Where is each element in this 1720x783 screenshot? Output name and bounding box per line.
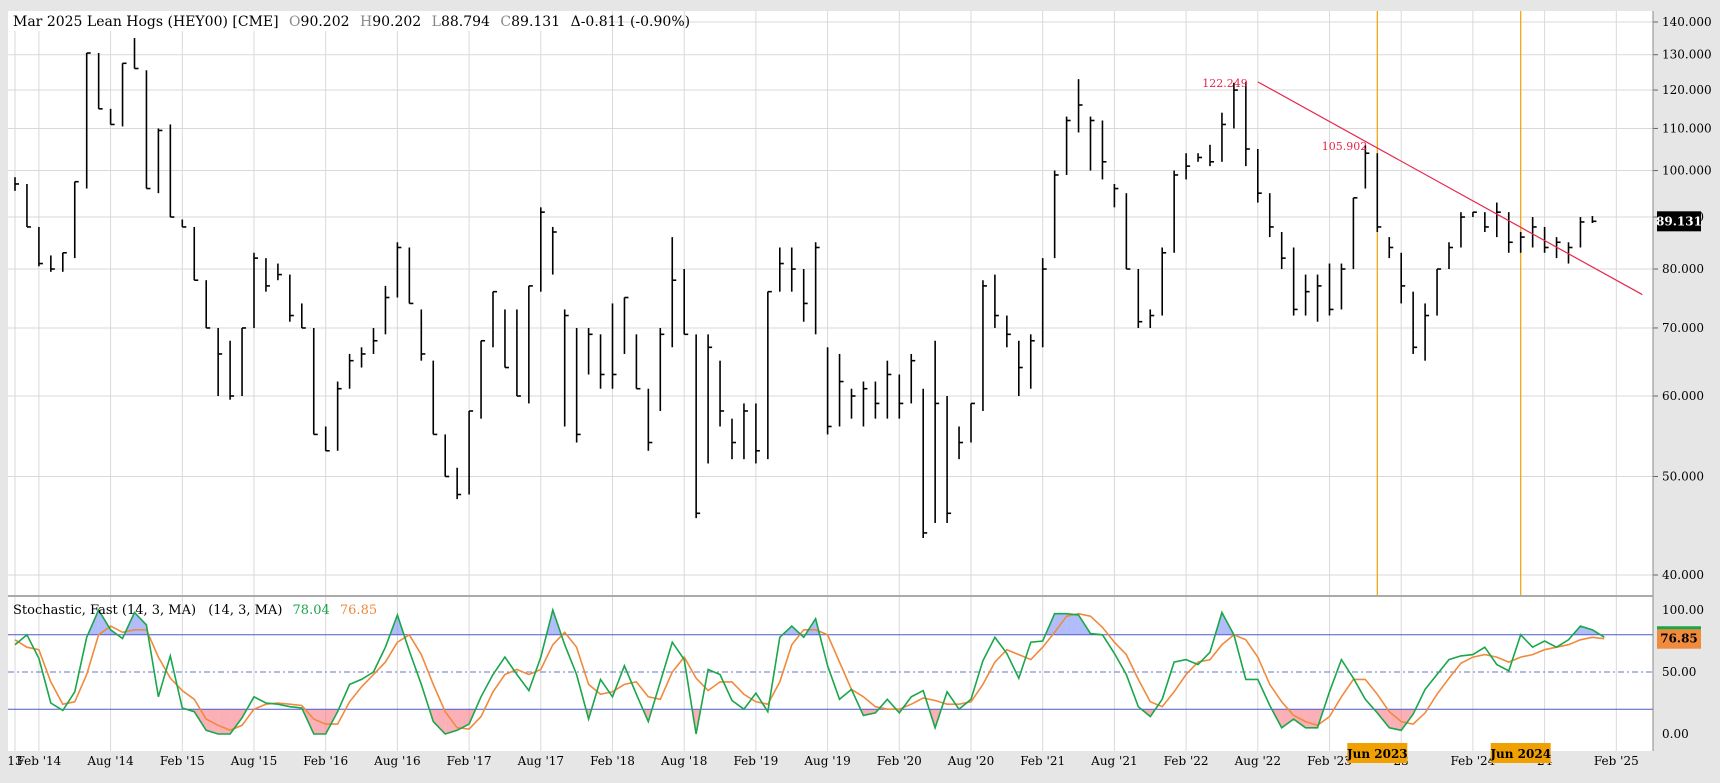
overbought-fill (1067, 614, 1079, 635)
stoch-tick-label: 50.00 (1662, 665, 1696, 679)
x-tick-label: Aug '16 (373, 754, 420, 768)
price-tick-label: 110.000 (1662, 121, 1712, 135)
x-tick-label: Aug '18 (660, 754, 707, 768)
x-tick-label: Feb '23 (1307, 754, 1352, 768)
x-tick-label: Feb '18 (590, 754, 635, 768)
x-tick-label: Feb '15 (160, 754, 205, 768)
x-tick-label: Aug '20 (947, 754, 994, 768)
stoch-tick-label: 0.00 (1662, 727, 1689, 741)
stoch-last-label: 76.85 (1660, 632, 1698, 646)
price-annotation: 105.902 (1322, 140, 1368, 153)
x-tick-label: Aug '17 (517, 754, 564, 768)
x-tick-label: Aug '19 (803, 754, 850, 768)
x-tick-label: Feb '16 (303, 754, 348, 768)
x-tick-label: Feb '25 (1594, 754, 1639, 768)
chart-title: Mar 2025 Lean Hogs (HEY00) [CME] O90.202… (13, 14, 690, 30)
x-tick-label: Feb '19 (733, 754, 778, 768)
x-tick-label: Aug '22 (1234, 754, 1281, 768)
x-tick-label: Feb '20 (877, 754, 922, 768)
x-tick-label: Feb '22 (1164, 754, 1209, 768)
x-tick-label: Feb '14 (16, 754, 61, 768)
x-tick-label: Aug '21 (1090, 754, 1137, 768)
vertical-marker-label: Jun 2024 (1489, 747, 1551, 761)
price-tick-label: 100.000 (1662, 164, 1712, 178)
x-tick-label: Aug '14 (86, 754, 134, 768)
price-tick-label: 120.000 (1662, 83, 1712, 97)
price-tick-label: 140.000 (1662, 15, 1712, 29)
price-tick-label: 40.000 (1662, 568, 1704, 582)
price-tick-label: 130.000 (1662, 48, 1712, 62)
stoch-k-last-marker (1657, 626, 1701, 629)
stochastic-title: Stochastic, Fast (14, 3, MA) (14, 3, MA)… (13, 603, 377, 618)
last-price-label: 89.131 (1656, 214, 1702, 228)
x-tick-label: Aug '15 (230, 754, 277, 768)
x-tick-label: Feb '21 (1020, 754, 1065, 768)
stoch-tick-label: 100.00 (1662, 603, 1704, 617)
x-tick-label: Feb '24 (1450, 754, 1495, 768)
price-tick-label: 50.000 (1662, 469, 1704, 483)
price-tick-label: 70.000 (1662, 321, 1704, 335)
x-tick-label: Feb '17 (447, 754, 492, 768)
price-tick-label: 60.000 (1662, 389, 1704, 403)
vertical-marker-label: Jun 2023 (1346, 747, 1408, 761)
price-tick-label: 80.000 (1662, 262, 1704, 276)
price-annotation: 122.249 (1202, 77, 1248, 90)
